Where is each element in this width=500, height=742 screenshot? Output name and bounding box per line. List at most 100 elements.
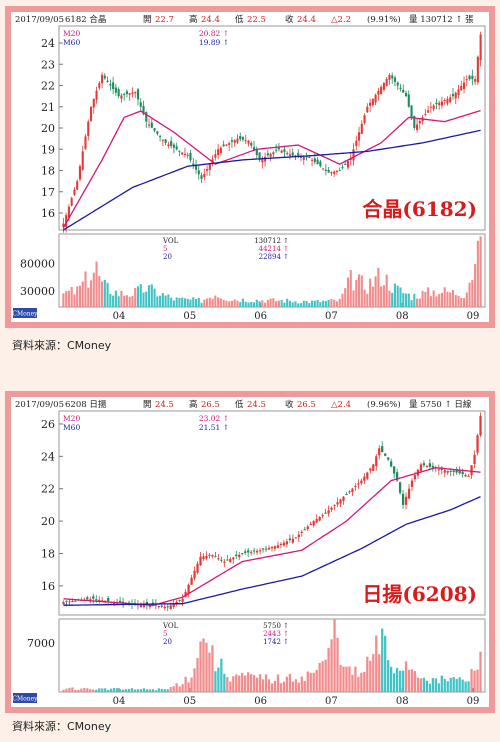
volume-bar [145, 689, 149, 692]
candle-body [214, 556, 217, 558]
candle-body [311, 159, 314, 161]
candle-body [134, 91, 137, 94]
candle-body [206, 169, 209, 171]
candle-body [324, 512, 327, 514]
y-tick-label: 20 [41, 122, 55, 135]
volume-bar [142, 688, 146, 692]
volume-bar [233, 299, 236, 307]
candle-body [424, 113, 427, 115]
volume-bar [357, 676, 360, 692]
candle-body [407, 94, 410, 107]
volume-legend-value: 2443 ↑ [263, 630, 289, 638]
candle-body [369, 102, 372, 106]
volume-bar [338, 298, 341, 307]
candle-body [291, 538, 294, 543]
volume-bar [87, 287, 90, 307]
volume-bar [474, 263, 477, 307]
candle-body [467, 475, 470, 477]
candle-body [431, 465, 434, 468]
volume-bar [109, 293, 112, 307]
volume-bar [200, 302, 203, 307]
volume-bar [460, 297, 463, 307]
candle-body [114, 87, 117, 93]
header-open-value: 24.5 [155, 400, 174, 410]
candle-body [175, 146, 178, 150]
volume-bar [435, 296, 438, 307]
candle-body [309, 523, 312, 525]
volume-bar [462, 298, 466, 307]
y-tick-label: 20 [41, 515, 55, 528]
candle-body [178, 599, 181, 601]
candle-body [250, 551, 253, 553]
volume-bar [92, 689, 95, 692]
header-pct: (9.91%) [367, 14, 401, 25]
volume-bar [330, 299, 333, 307]
candle-body [76, 181, 79, 190]
candle-body [202, 556, 205, 559]
candle-body [193, 570, 196, 579]
volume-bar [360, 672, 363, 692]
volume-bar [404, 293, 408, 307]
candle-body [222, 144, 225, 147]
volume-legend-label: 20 [163, 253, 172, 261]
volume-bar [384, 635, 387, 692]
candle-body [172, 603, 175, 607]
volume-bar [407, 293, 410, 307]
candle-body [142, 105, 145, 115]
volume-bar [315, 669, 318, 692]
candle-body [371, 98, 374, 106]
candle-body [333, 504, 336, 506]
candle-body [461, 471, 464, 475]
header-code-name: 6208 日揚 [65, 399, 107, 410]
volume-bar [313, 300, 316, 307]
volume-bar [311, 300, 314, 307]
volume-bar [446, 291, 449, 307]
volume-bar [294, 679, 297, 692]
candle-body [382, 82, 385, 90]
y-tick-label: 18 [41, 547, 55, 560]
candle-body [384, 453, 387, 456]
volume-bar [136, 286, 140, 307]
candles-group [62, 31, 482, 233]
volume-bar [153, 288, 156, 307]
candle-body [255, 148, 258, 156]
volume-bar [203, 299, 206, 307]
header-open-label: 開 [143, 15, 152, 25]
volume-bar [363, 289, 366, 307]
volume-bar [297, 303, 300, 307]
volume-bar [106, 282, 109, 307]
candle-body [342, 496, 345, 501]
candle-body [476, 56, 479, 83]
price-plot-frame [58, 410, 486, 616]
candle-body [473, 454, 476, 465]
volume-bar [131, 296, 134, 307]
volume-bar [98, 275, 101, 307]
candle-body [255, 550, 259, 553]
candle-body [73, 189, 76, 195]
header-close-value: 24.4 [297, 15, 316, 25]
header-date: 2017/09/05 [15, 400, 64, 410]
volume-bar [440, 292, 443, 307]
candle-body [172, 144, 175, 148]
volume-bar [164, 295, 167, 307]
volume-bar [419, 678, 423, 692]
volume-bar [77, 689, 80, 692]
header-date: 2017/09/05 [15, 15, 64, 25]
volume-bar [229, 681, 232, 692]
volume-bar [160, 688, 163, 692]
volume-bar [393, 283, 397, 307]
volume-bar [305, 300, 308, 307]
candle-body [196, 563, 199, 573]
candle-body [118, 600, 122, 604]
candle-body [318, 517, 321, 521]
candle-body [288, 154, 292, 156]
volume-bar [211, 298, 214, 307]
candle-body [250, 142, 253, 146]
candle-body [351, 488, 354, 493]
candle-body [223, 561, 226, 563]
candle-body [288, 538, 292, 540]
volume-bar [378, 654, 381, 692]
candle-body [208, 554, 211, 556]
volume-bar [432, 290, 435, 307]
candle-body [455, 469, 458, 473]
